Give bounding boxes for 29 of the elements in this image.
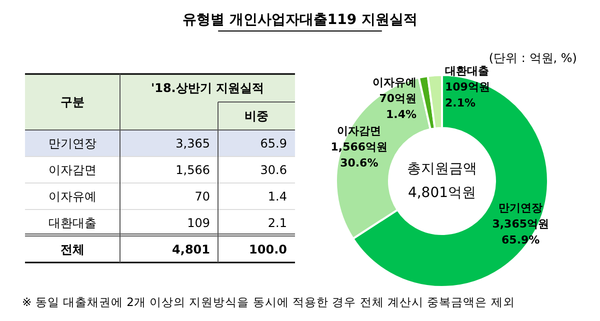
- slice-label: 이자유예: [372, 76, 417, 90]
- data-label: 109억원 2.1%: [445, 80, 490, 110]
- text: 총지원금액 4,801억원: [407, 161, 477, 201]
- data-label: 70: [194, 189, 210, 204]
- data-label: 30.6: [260, 162, 287, 177]
- data-label: 109: [187, 216, 210, 230]
- slice-label: 이자감면: [337, 124, 382, 138]
- chart-subtitle: (단위 : 억원, %): [488, 51, 577, 65]
- data-label: 2.1: [268, 216, 287, 230]
- category-label: 이자감면: [48, 162, 96, 177]
- category-label: 대환대출: [48, 216, 96, 230]
- category-label: 이자유예: [48, 189, 96, 204]
- text: '18.상반기 지원실적: [150, 81, 264, 95]
- category-label: 만기연장: [48, 136, 96, 150]
- data-label: 4,801: [172, 242, 210, 256]
- data-label: 1,566: [176, 162, 210, 177]
- text: 구분: [60, 95, 84, 109]
- text: ※ 동일 대출채권에 2개 이상의 지원방식을 동시에 적용한 경우 전체 계산시 중복금액은 제외: [22, 295, 515, 309]
- data-label: 3,365: [176, 136, 210, 150]
- category-label: 전체: [60, 242, 84, 256]
- data-label: 100.0: [249, 242, 287, 256]
- slice-label: 대환대출: [445, 64, 489, 78]
- data-label: 70억원 1.4%: [379, 92, 417, 122]
- text: 유형별 개인사업자대출119 지원실적: [182, 12, 418, 28]
- data-label: 65.9: [260, 136, 287, 150]
- text: 비중: [244, 109, 268, 123]
- data-label: 1.4: [268, 189, 287, 204]
- slice-label: 만기연장: [498, 201, 543, 214]
- data-label: 1,566억원 30.6%: [330, 140, 388, 170]
